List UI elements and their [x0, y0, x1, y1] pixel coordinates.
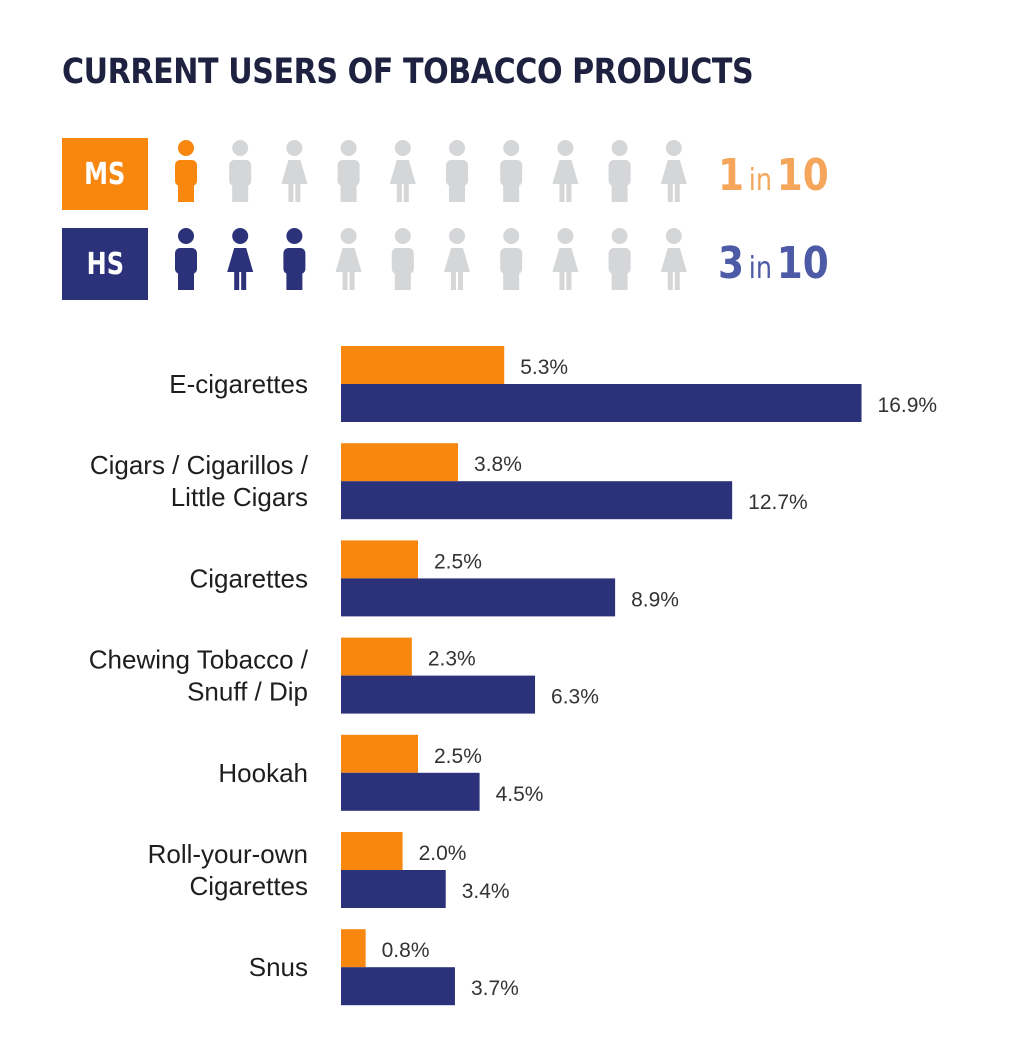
hs-value-label: 16.9%	[878, 394, 938, 417]
ms-value-label: 2.5%	[434, 550, 482, 573]
ms-bar	[341, 443, 459, 482]
category-label: Cigarettes	[190, 563, 309, 593]
hs-bar	[341, 481, 733, 520]
ms-bar	[341, 734, 418, 773]
ms-ratio: 1 in 10	[718, 150, 829, 201]
category-label: Hookah	[218, 758, 308, 788]
hs-value-label: 3.7%	[471, 977, 519, 1000]
hs-bar	[341, 384, 862, 422]
hs-bar	[341, 772, 480, 811]
hs-value-label: 8.9%	[631, 588, 679, 611]
ms-ratio-numerator: 1	[718, 150, 745, 201]
ms-value-label: 2.0%	[419, 842, 467, 865]
hs-value-label: 6.3%	[551, 686, 599, 709]
category-label: Roll-your-own	[148, 839, 308, 869]
bar-chart: E-cigarettes 5.3% 16.9% Cigars / Cigarillos…	[89, 346, 938, 1006]
hs-value-label: 4.5%	[496, 783, 544, 806]
hs-bar	[341, 967, 455, 1006]
category-label: Chewing Tobacco /	[89, 645, 309, 675]
hs-person-icon-9	[608, 228, 631, 290]
ms-person-icon-1	[175, 140, 197, 202]
category-label: Snuff / Dip	[187, 677, 308, 707]
ms-bar	[341, 832, 403, 870]
person-icons	[175, 140, 687, 290]
hs-bar	[341, 578, 616, 617]
ms-ratio-word: in	[748, 163, 773, 198]
hs-ratio-word: in	[748, 251, 773, 286]
ms-bar	[341, 540, 418, 579]
ms-person-icon-4	[337, 140, 360, 202]
hs-ratio-denominator: 10	[776, 238, 829, 289]
hs-ratio: 3 in 10	[718, 238, 829, 289]
hs-ratio-numerator: 3	[718, 238, 745, 289]
ms-value-label: 3.8%	[474, 453, 522, 476]
category-label: Snus	[249, 952, 308, 982]
ms-value-label: 5.3%	[520, 356, 568, 379]
hs-person-icon-10	[660, 228, 687, 290]
ms-bar	[341, 637, 412, 676]
hs-badge: HS	[62, 228, 148, 300]
hs-bar	[341, 675, 536, 714]
hs-badge-label: HS	[86, 246, 124, 282]
ms-badge-label: MS	[84, 156, 126, 192]
hs-person-icon-2	[227, 228, 254, 290]
hs-person-icon-4	[335, 228, 362, 290]
hs-person-icon-1	[175, 228, 197, 290]
ms-ratio-denominator: 10	[776, 150, 829, 201]
ms-person-icon-6	[446, 140, 468, 202]
ms-person-icon-7	[500, 140, 523, 202]
hs-person-icon-8	[552, 228, 579, 290]
ms-value-label: 2.5%	[434, 745, 482, 768]
category-label: Cigarettes	[190, 871, 309, 901]
ms-person-icon-5	[389, 140, 416, 202]
ms-bar	[341, 929, 366, 968]
ms-badge: MS	[62, 138, 148, 210]
hs-person-icon-7	[500, 228, 523, 290]
category-label: Cigars / Cigarillos /	[90, 450, 309, 480]
hs-person-icon-3	[283, 228, 306, 290]
category-label: Little Cigars	[171, 482, 308, 512]
category-label: E-cigarettes	[169, 369, 308, 399]
ms-bar	[341, 346, 505, 384]
hs-value-label: 3.4%	[462, 880, 510, 903]
hs-bar	[341, 870, 446, 908]
hs-value-label: 12.7%	[748, 491, 808, 514]
ms-value-label: 0.8%	[382, 939, 430, 962]
hs-person-icon-6	[444, 228, 470, 290]
chart-title: CURRENT USERS OF TOBACCO PRODUCTS	[62, 52, 754, 92]
ms-person-icon-10	[660, 140, 687, 202]
ms-person-icon-8	[552, 140, 579, 202]
hs-person-icon-5	[391, 228, 414, 290]
ms-person-icon-9	[608, 140, 631, 202]
ms-person-icon-3	[281, 140, 308, 202]
ms-value-label: 2.3%	[428, 648, 476, 671]
ms-person-icon-2	[229, 140, 252, 202]
